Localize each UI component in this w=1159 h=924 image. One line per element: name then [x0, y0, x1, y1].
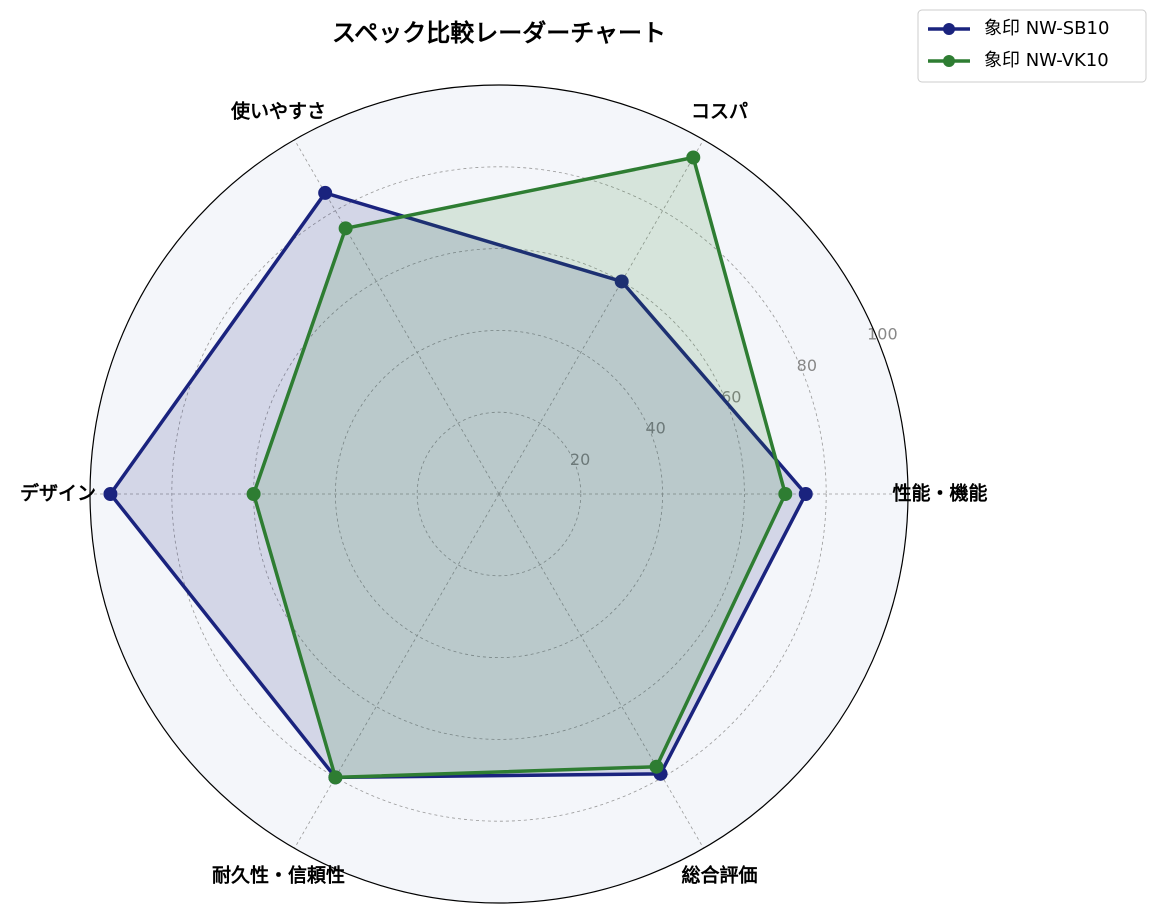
grid-spoke [498, 493, 704, 849]
data-point [246, 487, 261, 501]
legend-label: 象印 NW-SB10 [984, 18, 1109, 39]
axis-label: デザイン [20, 482, 96, 505]
data-point [798, 487, 813, 501]
r-tick-label: 80 [797, 356, 817, 375]
data-point [338, 221, 353, 236]
data-point [318, 185, 333, 200]
axis-label: 使いやすさ [230, 101, 326, 123]
grid-spoke [498, 139, 704, 495]
legend-marker [943, 23, 955, 35]
data-point [328, 770, 343, 785]
axis-label: 性能・機能 [892, 482, 987, 505]
chart-title: スペック比較レーダーチャート [332, 19, 666, 47]
r-tick-label: 100 [867, 325, 898, 344]
axis-label: 総合評価 [681, 863, 757, 886]
data-point [686, 150, 701, 165]
grid-spoke [294, 139, 500, 495]
data-point [649, 759, 664, 774]
data-point [778, 487, 793, 501]
grid-circle [171, 166, 827, 822]
legend-marker [943, 55, 955, 67]
data-point [103, 487, 118, 501]
grid-circle [416, 411, 582, 577]
r-tick-label: 20 [570, 450, 590, 469]
r-tick-label: 40 [646, 419, 666, 438]
legend-label: 象印 NW-VK10 [984, 50, 1109, 71]
grid-spoke [294, 493, 500, 849]
axis-label: コスパ [691, 101, 748, 123]
data-point [614, 274, 629, 289]
plot-border [89, 84, 909, 904]
axis-label: 耐久性・信頼性 [212, 863, 345, 886]
legend-box [917, 9, 1147, 83]
